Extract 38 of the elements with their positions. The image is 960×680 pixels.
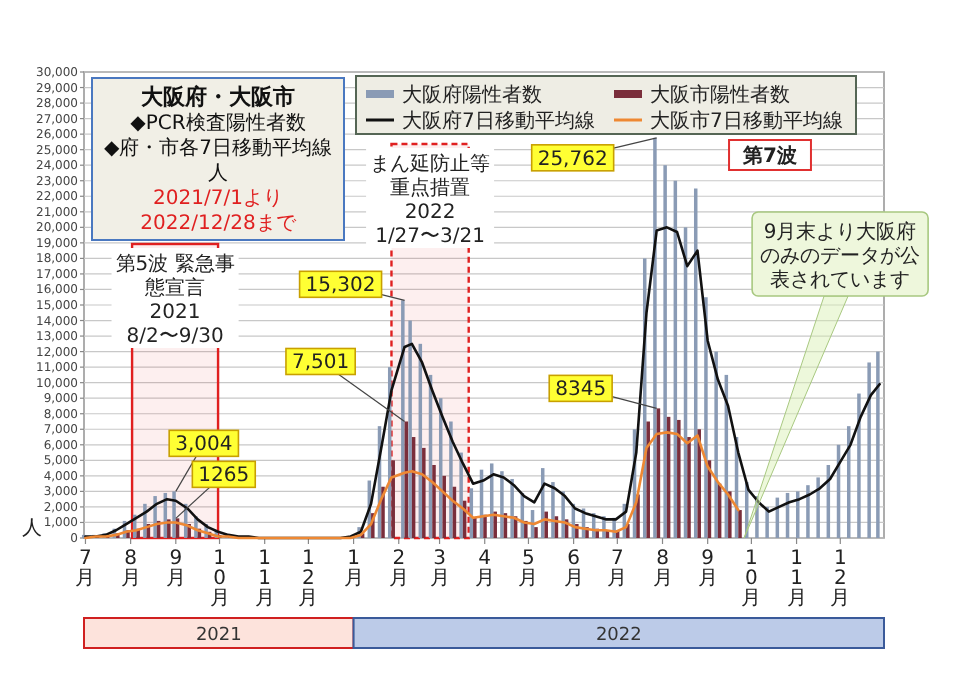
legend-label: 大阪市7日移動平均線 [650, 109, 843, 133]
legend-label: 大阪市陽性者数 [650, 83, 790, 107]
x-tick-label: 9月 [165, 548, 186, 590]
legend-label: 大阪府陽性者数 [402, 83, 542, 107]
legend-label: 大阪府7日移動平均線 [402, 109, 595, 133]
x-tick-label: 6月 [563, 548, 584, 590]
x-tick-label: 10月 [741, 548, 762, 610]
annotation: 8345 [555, 379, 607, 402]
annotation: 15,302 [305, 275, 376, 298]
annotation: 3,004 [175, 434, 233, 457]
x-tick-label: 3月 [429, 548, 450, 590]
x-tick-label: 4月 [474, 548, 495, 590]
x-tick-label: 1月 [343, 548, 364, 590]
x-tick-label: 11月 [786, 548, 807, 610]
annotation: 7,501 [291, 352, 350, 375]
x-tick-label: 10月 [209, 548, 230, 610]
text: 大阪府・大阪市 [141, 84, 295, 110]
text: 2022 [595, 626, 642, 646]
band-label: 第5波 緊急事態宣言 2021 8/2〜9/30 [115, 252, 235, 348]
band-label: まん延防止等重点措置 2022 1/27〜3/21 [370, 152, 491, 248]
x-tick-label: 8月 [652, 548, 673, 590]
x-tick-label: 7月 [75, 548, 96, 590]
x-tick-label: 12月 [830, 548, 851, 610]
x-tick-label: 5月 [518, 548, 539, 590]
x-tick-label: 11月 [254, 548, 275, 610]
text: 2021 [195, 626, 242, 646]
annotation: 9月末より大阪府のみのデータが公表されています [760, 220, 921, 292]
y-axis-title: 人 [22, 518, 42, 540]
x-tick-label: 12月 [298, 548, 319, 610]
x-tick-label: 7月 [607, 548, 628, 590]
x-tick-label: 2月 [388, 548, 409, 590]
annotation: 25,762 [537, 148, 608, 171]
annotation: 第7波 [741, 144, 799, 168]
x-tick-label: 9月 [697, 548, 718, 590]
annotation: 1265 [198, 465, 250, 488]
text: ◆PCR検査陽性者数 ◆府・市各7日移動平均線人 [103, 111, 333, 185]
x-tick-label: 8月 [120, 548, 141, 590]
annotation: 2021/7/1より 2022/12/28まで [140, 188, 298, 235]
